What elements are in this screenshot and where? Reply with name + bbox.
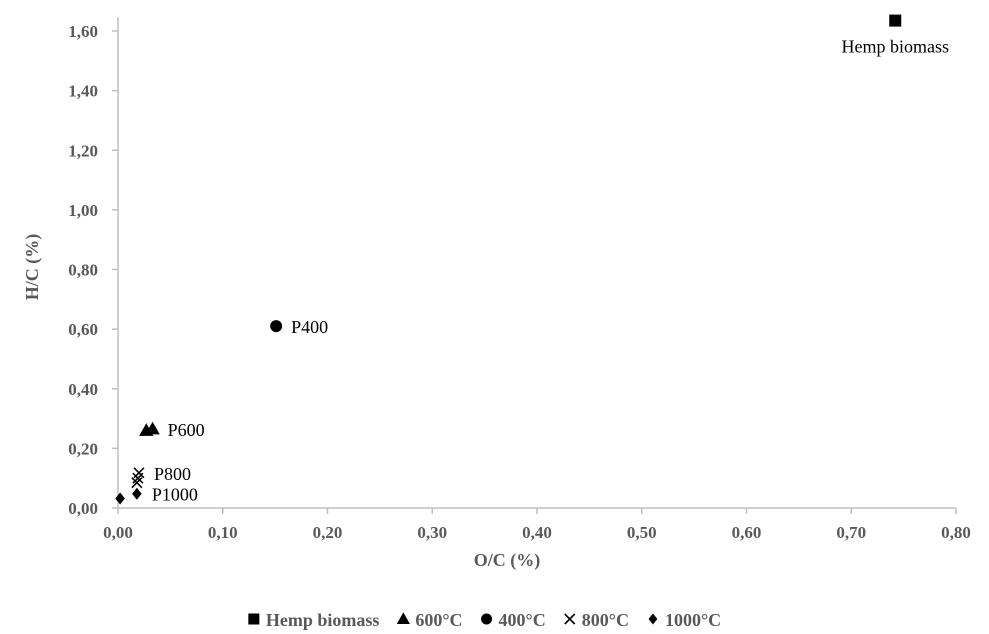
y-tick-label: 0,20 bbox=[68, 439, 98, 458]
y-tick-label: 1,60 bbox=[68, 22, 98, 41]
legend-label: Hemp biomass bbox=[266, 610, 380, 630]
point-triangle bbox=[145, 421, 160, 435]
legend-label: 800°C bbox=[582, 610, 629, 630]
point-annotation: P600 bbox=[168, 420, 205, 440]
y-tick-label: 1,40 bbox=[68, 82, 98, 101]
legend-item: 1000°C bbox=[648, 610, 721, 630]
point-annotation: P400 bbox=[291, 317, 328, 337]
x-axis-title: O/C (%) bbox=[474, 550, 541, 571]
legend-marker-diamond bbox=[648, 613, 658, 625]
point-diamond bbox=[132, 487, 142, 500]
y-tick-label: 1,00 bbox=[68, 201, 98, 220]
legend-item: 800°C bbox=[564, 610, 629, 630]
y-axis-ticks: 0,00 0,20 0,40 0,60 0,80 1,00 1,20 1,40 1,60 bbox=[68, 22, 118, 518]
x-tick-label: 0,60 bbox=[732, 523, 762, 542]
y-tick-label: 1,20 bbox=[68, 141, 98, 160]
legend-label: 600°C bbox=[415, 610, 462, 630]
point-annotation: Hemp biomass bbox=[841, 37, 949, 57]
legend-item: Hemp biomass bbox=[248, 610, 379, 630]
legend-item: 600°C bbox=[396, 610, 463, 630]
y-axis-title: H/C (%) bbox=[22, 234, 43, 301]
x-axis-ticks: 0,00 0,10 0,20 0,30 0,40 0,50 0,60 0,70 0,80 bbox=[103, 508, 971, 542]
point-diamond bbox=[115, 492, 125, 505]
x-tick-label: 0,30 bbox=[417, 523, 447, 542]
x-tick-label: 0,50 bbox=[627, 523, 657, 542]
y-tick-label: 0,60 bbox=[68, 320, 98, 339]
x-tick-label: 0,40 bbox=[522, 523, 552, 542]
point-circle bbox=[270, 320, 283, 333]
x-tick-label: 0,20 bbox=[313, 523, 343, 542]
x-tick-label: 0,00 bbox=[103, 523, 133, 542]
point-annotation: P800 bbox=[154, 464, 191, 484]
x-tick-label: 0,70 bbox=[836, 523, 866, 542]
legend-item: 400°C bbox=[481, 610, 546, 630]
legend-marker-square bbox=[248, 613, 260, 625]
legend-marker-triangle bbox=[396, 612, 410, 624]
x-tick-label: 0,80 bbox=[941, 523, 971, 542]
legend: Hemp biomass 600°C 400°C 800°C 1000°C bbox=[248, 610, 721, 630]
legend-marker-x bbox=[564, 613, 576, 625]
legend-label: 400°C bbox=[499, 610, 546, 630]
legend-label: 1000°C bbox=[665, 610, 721, 630]
y-tick-label: 0,80 bbox=[68, 261, 98, 280]
y-tick-label: 0,40 bbox=[68, 380, 98, 399]
point-x bbox=[133, 467, 145, 479]
legend-marker-circle bbox=[481, 613, 493, 625]
point-square bbox=[889, 14, 902, 27]
axis-lines bbox=[117, 17, 956, 509]
y-tick-label: 0,00 bbox=[68, 499, 98, 518]
point-x bbox=[131, 477, 143, 489]
point-annotation: P1000 bbox=[152, 485, 198, 505]
data-points bbox=[115, 14, 902, 505]
x-tick-label: 0,10 bbox=[208, 523, 238, 542]
